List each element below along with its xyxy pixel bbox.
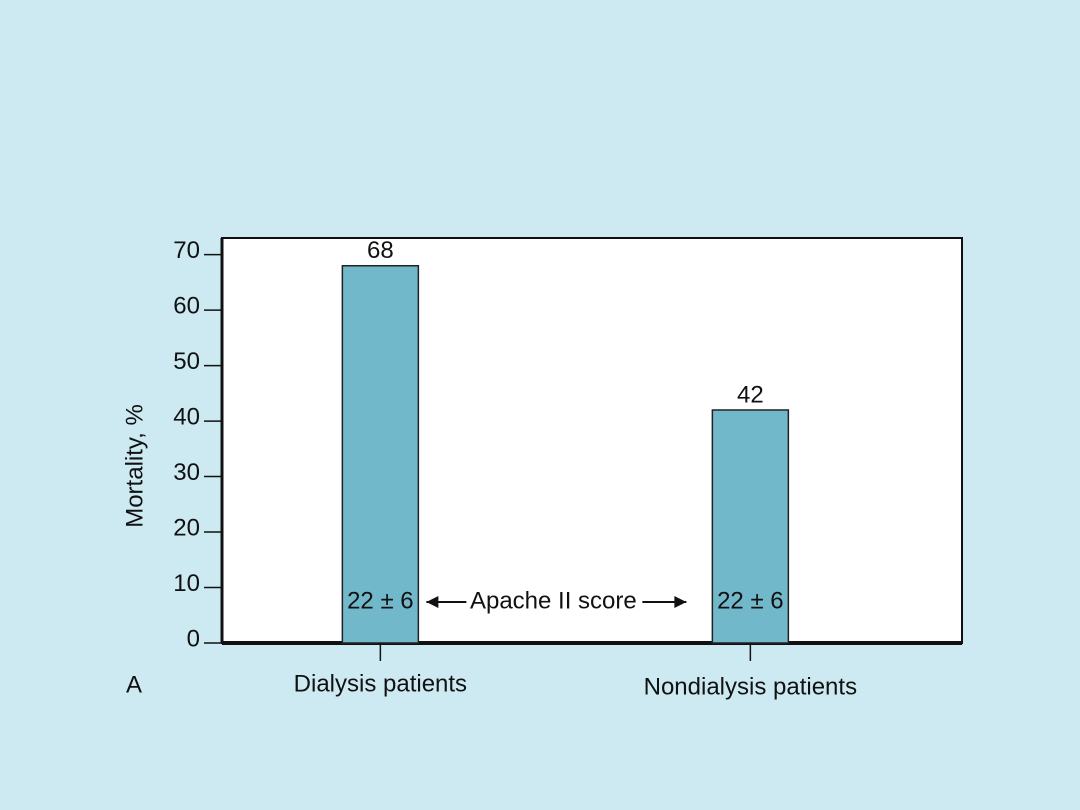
plot-area — [221, 237, 963, 644]
bar-annotation: 22 ± 6 — [717, 587, 784, 614]
y-tick-label: 30 — [173, 459, 200, 486]
value-label: 68 — [367, 237, 394, 264]
y-tick-label: 50 — [173, 348, 200, 375]
bar — [341, 264, 420, 644]
comparison-label: Apache II score — [470, 587, 637, 614]
y-tick-label: 10 — [173, 570, 200, 597]
bar-annotation: 22 ± 6 — [347, 587, 414, 614]
y-axis-label: Mortality, % — [121, 404, 148, 528]
arrow-head — [426, 596, 439, 608]
x-tick-label: Dialysis patients — [294, 670, 467, 697]
y-tick-label: 60 — [173, 292, 200, 319]
x-tick-label: Nondialysis patients — [644, 673, 857, 700]
value-label: 42 — [737, 381, 764, 408]
y-tick-label: 20 — [173, 514, 200, 541]
y-tick-label: 40 — [173, 403, 200, 430]
y-tick-label: 70 — [173, 237, 200, 264]
bar — [711, 409, 790, 644]
y-tick-label: 0 — [187, 625, 200, 652]
panel-label: A — [126, 671, 142, 698]
arrow-head — [674, 596, 687, 608]
